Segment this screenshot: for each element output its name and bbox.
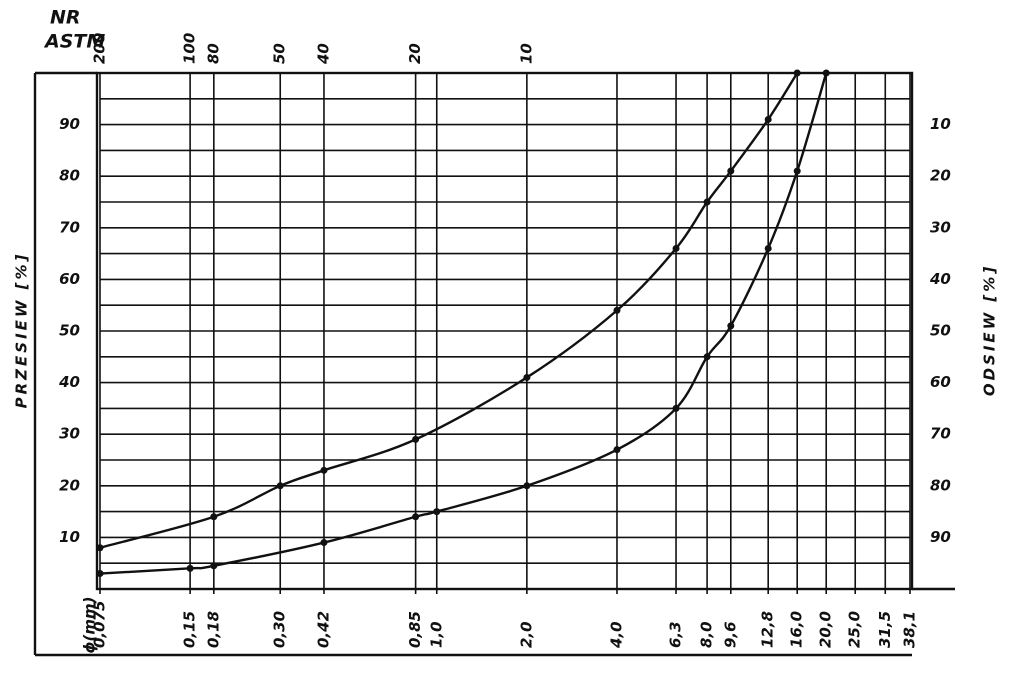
x-tick-label: 0,85	[406, 611, 424, 648]
astm-label: 20	[406, 43, 424, 64]
x-tick-label: 6,3	[667, 621, 685, 648]
data-point	[703, 353, 711, 361]
y-tick-label: 20	[59, 476, 80, 494]
data-point	[613, 446, 621, 454]
x-tick-label: 31,5	[876, 611, 894, 648]
astm-label: 40	[314, 43, 332, 65]
data-point	[793, 69, 801, 77]
data-point	[793, 167, 801, 175]
y2-tick-label: 50	[930, 322, 951, 340]
astm-label: 200	[91, 33, 109, 64]
data-point	[433, 508, 441, 516]
corner-label: ASTM	[43, 31, 105, 53]
data-point	[727, 322, 735, 330]
data-point	[210, 513, 218, 521]
y-axis-title: PRZESIEW [%]	[13, 252, 31, 409]
data-point	[96, 544, 104, 552]
data-point	[523, 482, 531, 490]
y2-tick-label: 80	[930, 476, 951, 494]
y-tick-label: 60	[59, 270, 80, 288]
x-tick-label: 1,0	[427, 621, 445, 648]
y-tick-label: 80	[59, 167, 80, 185]
data-point	[613, 306, 621, 314]
data-point	[703, 198, 711, 206]
data-point	[412, 435, 420, 443]
astm-label: 50	[271, 43, 289, 64]
y2-tick-label: 70	[930, 425, 951, 443]
x-tick-label: 12,8	[759, 611, 777, 648]
data-point	[672, 244, 680, 252]
plot-frame	[95, 71, 914, 591]
x-tick-label: 0,18	[204, 611, 222, 648]
data-point	[672, 404, 680, 412]
y2-tick-label: 90	[930, 528, 951, 546]
data-point	[822, 69, 830, 77]
data-point	[320, 539, 328, 547]
x-tick-label: 20,0	[817, 611, 835, 648]
data-point	[320, 466, 328, 474]
astm-label: 100	[181, 33, 199, 64]
x-tick-label: 0,30	[271, 611, 289, 648]
x-tick-label: 38,1	[901, 611, 919, 648]
y2-tick-label: 40	[929, 270, 951, 288]
data-point	[186, 564, 194, 572]
x-tick-label: 8,0	[698, 621, 716, 648]
data-point	[764, 115, 772, 123]
y2-tick-label: 30	[930, 218, 951, 236]
y-tick-label: 40	[58, 373, 80, 391]
y-tick-label: 30	[59, 425, 80, 443]
data-point	[96, 570, 104, 578]
y-tick-label: 10	[59, 528, 80, 546]
x-tick-label: 0,15	[181, 611, 199, 648]
astm-label: 10	[517, 43, 535, 64]
y2-axis-title: ODSIEW [%]	[981, 264, 999, 396]
data-point	[523, 373, 531, 381]
grading-curve	[99, 72, 828, 575]
x-tick-label: 25,0	[846, 611, 864, 648]
x-tick-label: 0,075	[91, 601, 109, 648]
x-tick-label: 0,42	[314, 611, 332, 648]
y2-tick-label: 10	[930, 115, 951, 133]
data-point	[276, 482, 284, 490]
x-tick-label: 9,6	[721, 621, 739, 648]
data-point	[764, 244, 772, 252]
data-point	[727, 167, 735, 175]
y-tick-label: 70	[59, 218, 80, 236]
x-tick-label: 2,0	[517, 621, 535, 648]
x-tick-label: 4,0	[607, 621, 625, 649]
data-point	[412, 513, 420, 521]
x-tick-label: 16,0	[788, 611, 806, 648]
y-tick-label: 50	[59, 322, 80, 340]
y2-tick-label: 20	[930, 167, 951, 185]
grading-curve	[99, 72, 799, 549]
y2-tick-label: 60	[930, 373, 951, 391]
data-point	[210, 562, 218, 570]
x-axis-title: ϕ(mm)	[81, 597, 99, 654]
astm-label: 80	[204, 43, 222, 64]
y-tick-label: 90	[59, 115, 80, 133]
corner-label: NR	[50, 7, 81, 29]
